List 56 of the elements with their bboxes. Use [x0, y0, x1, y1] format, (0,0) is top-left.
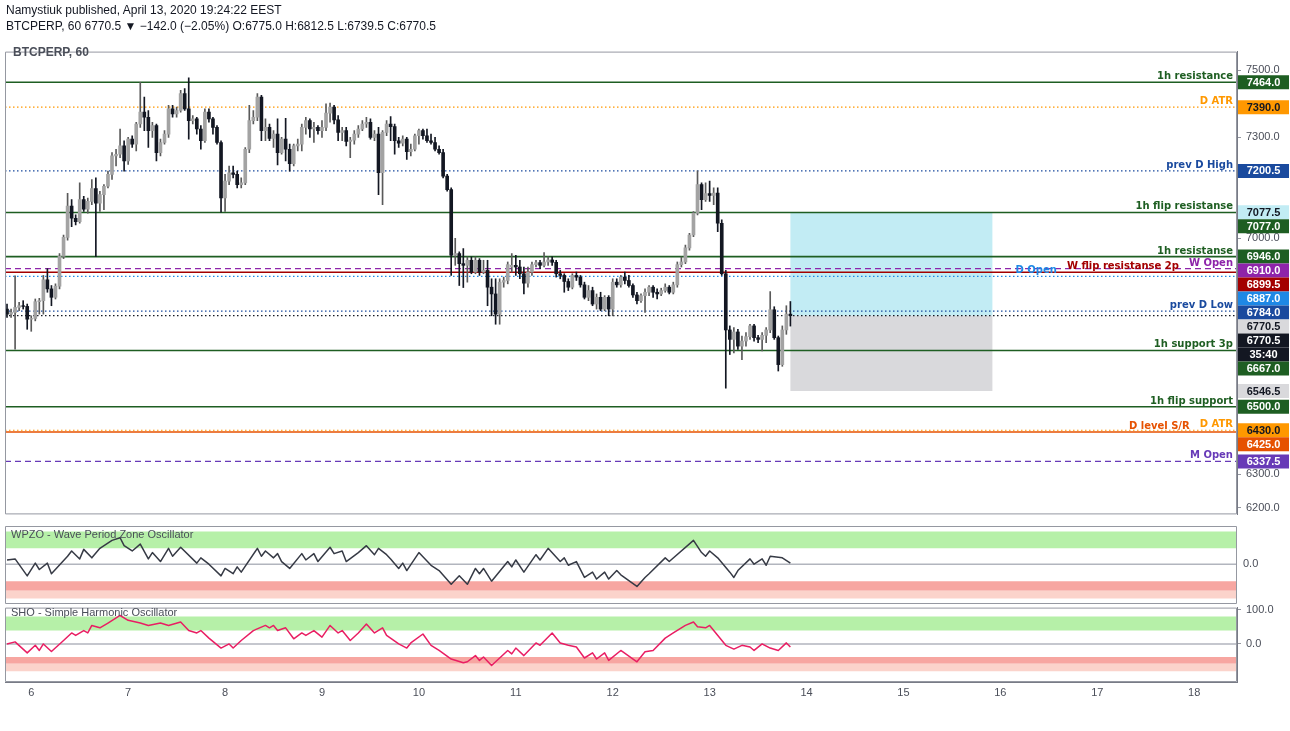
x-tick-label: 16 — [994, 685, 1007, 698]
chart-title: Namystiuk published, April 13, 2020 19:24:22 EEST — [6, 3, 282, 18]
annotation: BTCPERP, 60 — [13, 45, 89, 59]
x-tick-label: 17 — [1091, 685, 1104, 698]
text: 35:40 — [1249, 348, 1278, 361]
text: 7077.5 — [1246, 205, 1281, 218]
text: 6946.0 — [1246, 250, 1281, 263]
ref-line-label: 1h flip resistanse — [1135, 200, 1234, 212]
chart-title: SHO - Simple Harmonic Oscillator — [11, 606, 178, 619]
y-tick-label: 6300.0 — [1246, 467, 1280, 480]
text: 6425.0 — [1246, 437, 1281, 450]
text: 6667.0 — [1246, 362, 1281, 375]
x-tick-label: 10 — [412, 685, 426, 698]
text: 6337.5 — [1246, 454, 1281, 467]
ref-line-label: D level S/R — [1128, 419, 1191, 431]
ref-line-label: 1h resistanse — [1157, 244, 1234, 256]
text: 6899.5 — [1246, 278, 1281, 291]
text: 6770.5 — [1246, 334, 1281, 347]
y-tick-label: 7300.0 — [1246, 130, 1280, 143]
text: 7077.0 — [1246, 219, 1281, 232]
chart-subtitle: BTCPERP, 60 6770.5 ▼ −142.0 (−2.05%) O:6775.0 H:6812.5 L:6739.5 C:6770.5 — [6, 19, 436, 34]
text: 7200.5 — [1246, 164, 1281, 177]
y-tick-label: 6200.0 — [1246, 500, 1280, 513]
ref-line-label: 1h flip support — [1149, 394, 1234, 406]
ref-line-label: 1h support 3p — [1153, 338, 1233, 350]
text: 7390.0 — [1246, 100, 1281, 113]
x-tick-label: 6 — [28, 685, 35, 698]
ref-line-label: prev D Low — [1169, 299, 1233, 311]
x-tick-label: 13 — [703, 685, 716, 698]
ref-line-label: M Open — [1190, 449, 1233, 461]
ref-line-label: W Open — [1188, 256, 1233, 268]
ref-line-label: D ATR — [1199, 418, 1234, 430]
text: 7464.0 — [1246, 75, 1281, 88]
text: 6430.0 — [1246, 423, 1281, 436]
text: 6770.5 — [1246, 320, 1281, 333]
x-tick-label: 18 — [1188, 685, 1201, 698]
x-tick-label: 8 — [222, 685, 229, 698]
chart-title: WPZO - Wave Period Zone Oscillator — [11, 528, 194, 541]
x-tick-label: 7 — [125, 685, 132, 698]
ref-line-label: prev D High — [1166, 158, 1233, 170]
x-tick-label: 11 — [510, 685, 522, 698]
text: 6887.0 — [1246, 292, 1281, 305]
text: 6500.0 — [1246, 400, 1281, 413]
text: 6784.0 — [1246, 306, 1281, 319]
y-tick-label: 7500.0 — [1246, 63, 1280, 76]
text: 6546.5 — [1246, 384, 1281, 397]
ref-line-label: D ATR — [1199, 95, 1234, 107]
x-tick-label: 12 — [606, 685, 619, 698]
x-tick-label: 15 — [897, 685, 910, 698]
y-tick-label: 7000.0 — [1246, 231, 1280, 244]
x-tick-label: 14 — [800, 685, 813, 698]
ref-line-label: 1h resistance — [1157, 70, 1234, 82]
x-tick-label: 9 — [318, 685, 326, 698]
text: 6910.0 — [1246, 264, 1281, 277]
y-tick-label: 100.0 — [1246, 602, 1274, 615]
y-tick-label: 0.0 — [1246, 636, 1262, 649]
